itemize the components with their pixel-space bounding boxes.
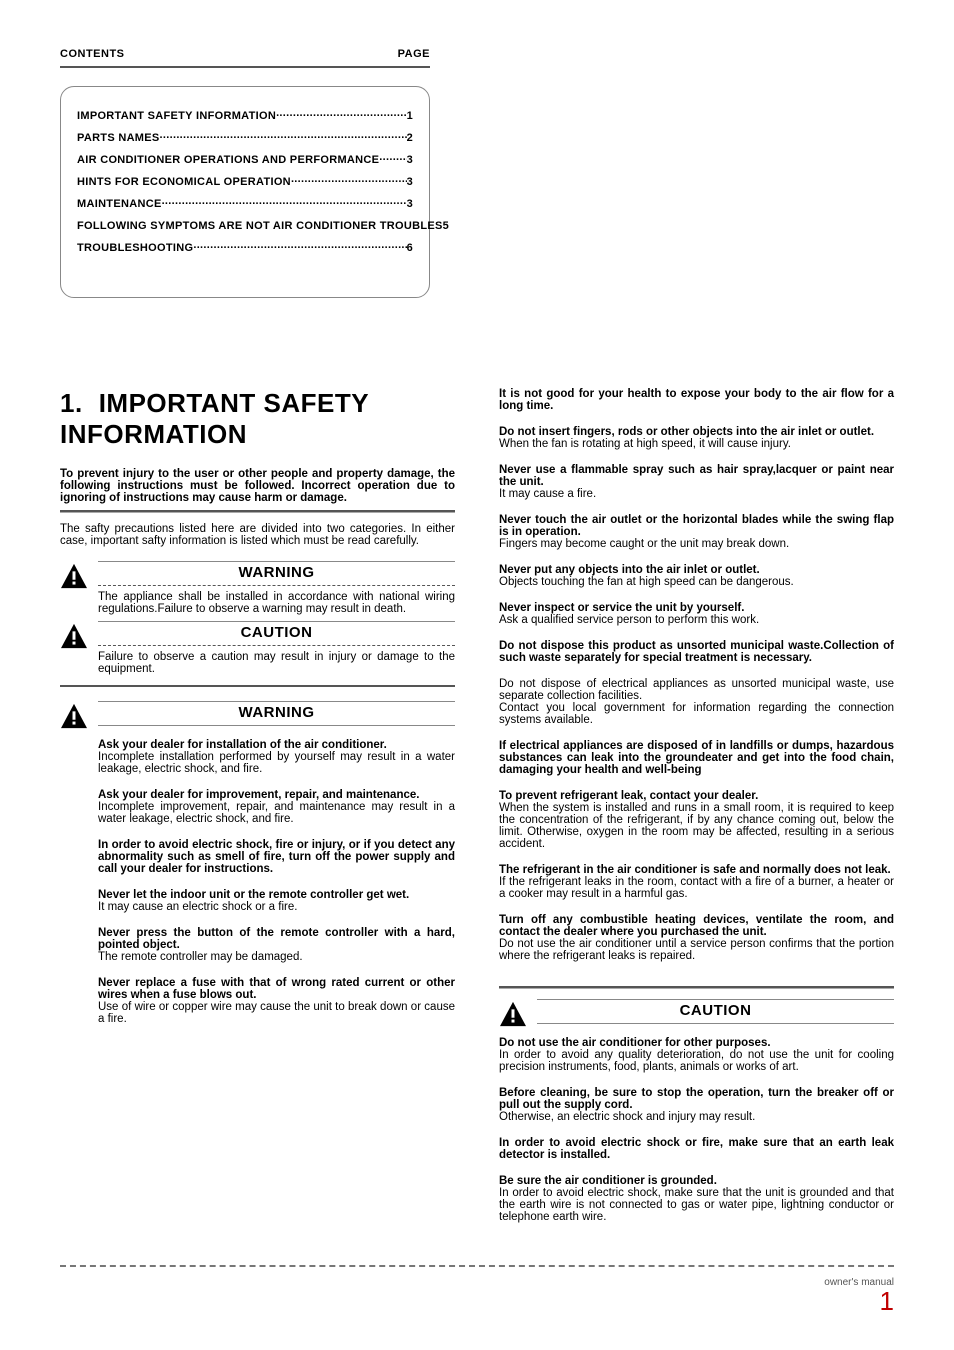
page-label: PAGE xyxy=(398,48,430,60)
toc-item: FOLLOWING SYMPTOMS ARE NOT AIR CONDITION… xyxy=(77,219,413,232)
warning-triangle-icon xyxy=(60,703,88,729)
warning-item: To prevent refrigerant leak, contact you… xyxy=(499,790,894,850)
toc-item: PARTS NAMES2 xyxy=(77,131,413,144)
caution-heading: CAUTION xyxy=(98,621,455,646)
warning-item: Never inspect or service the unit by you… xyxy=(499,602,894,626)
right-column: It is not good for your health to expose… xyxy=(499,388,894,1237)
caution-definition: CAUTION Failure to observe a caution may… xyxy=(60,621,455,679)
intro-text: To prevent injury to the user or other p… xyxy=(60,468,455,504)
warning-item: Never press the button of the remote con… xyxy=(98,927,455,963)
warning-triangle-icon xyxy=(499,1001,527,1027)
warning-triangle-icon xyxy=(60,623,88,649)
caution-item: Before cleaning, be sure to stop the ope… xyxy=(499,1087,894,1123)
toc-item: IMPORTANT SAFETY INFORMATION1 xyxy=(77,109,413,122)
divider xyxy=(60,510,455,513)
toc-item: MAINTENANCE3 xyxy=(77,197,413,210)
warning-item: Never put any objects into the air inlet… xyxy=(499,564,894,588)
warning-item: Ask your dealer for installation of the … xyxy=(98,739,455,775)
warning-item: It is not good for your health to expose… xyxy=(499,388,894,412)
left-column: 1.IMPORTANT SAFETY INFORMATION To preven… xyxy=(60,388,455,1237)
warning-definition-text: The appliance shall be installed in acco… xyxy=(98,591,455,615)
warning-triangle-icon xyxy=(60,563,88,589)
warning-item: The refrigerant in the air conditioner i… xyxy=(499,864,894,900)
warning-item: Never replace a fuse with that of wrong … xyxy=(98,977,455,1025)
toc-item: TROUBLESHOOTING6 xyxy=(77,241,413,254)
section-title: 1.IMPORTANT SAFETY INFORMATION xyxy=(60,388,455,450)
page-footer: owner's manual 1 xyxy=(60,1265,894,1314)
caution-item: Be sure the air conditioner is grounded.… xyxy=(499,1175,894,1223)
divider xyxy=(499,986,894,989)
warning-item: If electrical appliances are disposed of… xyxy=(499,740,894,776)
caution-definition-text: Failure to observe a caution may result … xyxy=(98,651,455,675)
toc-item: HINTS FOR ECONOMICAL OPERATION3 xyxy=(77,175,413,188)
warning-item: Never use a flammable spray such as hair… xyxy=(499,464,894,500)
page-number: 1 xyxy=(880,1286,894,1316)
warning-heading: WARNING xyxy=(98,561,455,586)
warning-item: Ask your dealer for improvement, repair,… xyxy=(98,789,455,825)
warning-item: Do not dispose of electrical appliances … xyxy=(499,678,894,726)
divider xyxy=(60,685,455,687)
contents-header: CONTENTS PAGE xyxy=(60,48,430,68)
toc-item: AIR CONDITIONER OPERATIONS AND PERFORMAN… xyxy=(77,153,413,166)
plain-intro: The safty precautions listed here are di… xyxy=(60,523,455,547)
warning-item: Do not dispose this product as unsorted … xyxy=(499,640,894,664)
contents-label: CONTENTS xyxy=(60,48,125,60)
warning-item: Do not insert fingers, rods or other obj… xyxy=(499,426,894,450)
table-of-contents: IMPORTANT SAFETY INFORMATION1 PARTS NAME… xyxy=(60,86,430,298)
caution-heading: CAUTION xyxy=(537,999,894,1024)
warning-item: Turn off any combustible heating devices… xyxy=(499,914,894,962)
warning-definition: WARNING The appliance shall be installed… xyxy=(60,561,455,619)
warning-section-header: WARNING xyxy=(60,701,455,731)
warning-item: In order to avoid electric shock, fire o… xyxy=(98,839,455,875)
caution-item: Do not use the air conditioner for other… xyxy=(499,1037,894,1073)
caution-item: In order to avoid electric shock or fire… xyxy=(499,1137,894,1161)
warning-heading: WARNING xyxy=(98,701,455,726)
warning-item: Never touch the air outlet or the horizo… xyxy=(499,514,894,550)
caution-section-header: CAUTION xyxy=(499,999,894,1029)
warning-item: Never let the indoor unit or the remote … xyxy=(98,889,455,913)
